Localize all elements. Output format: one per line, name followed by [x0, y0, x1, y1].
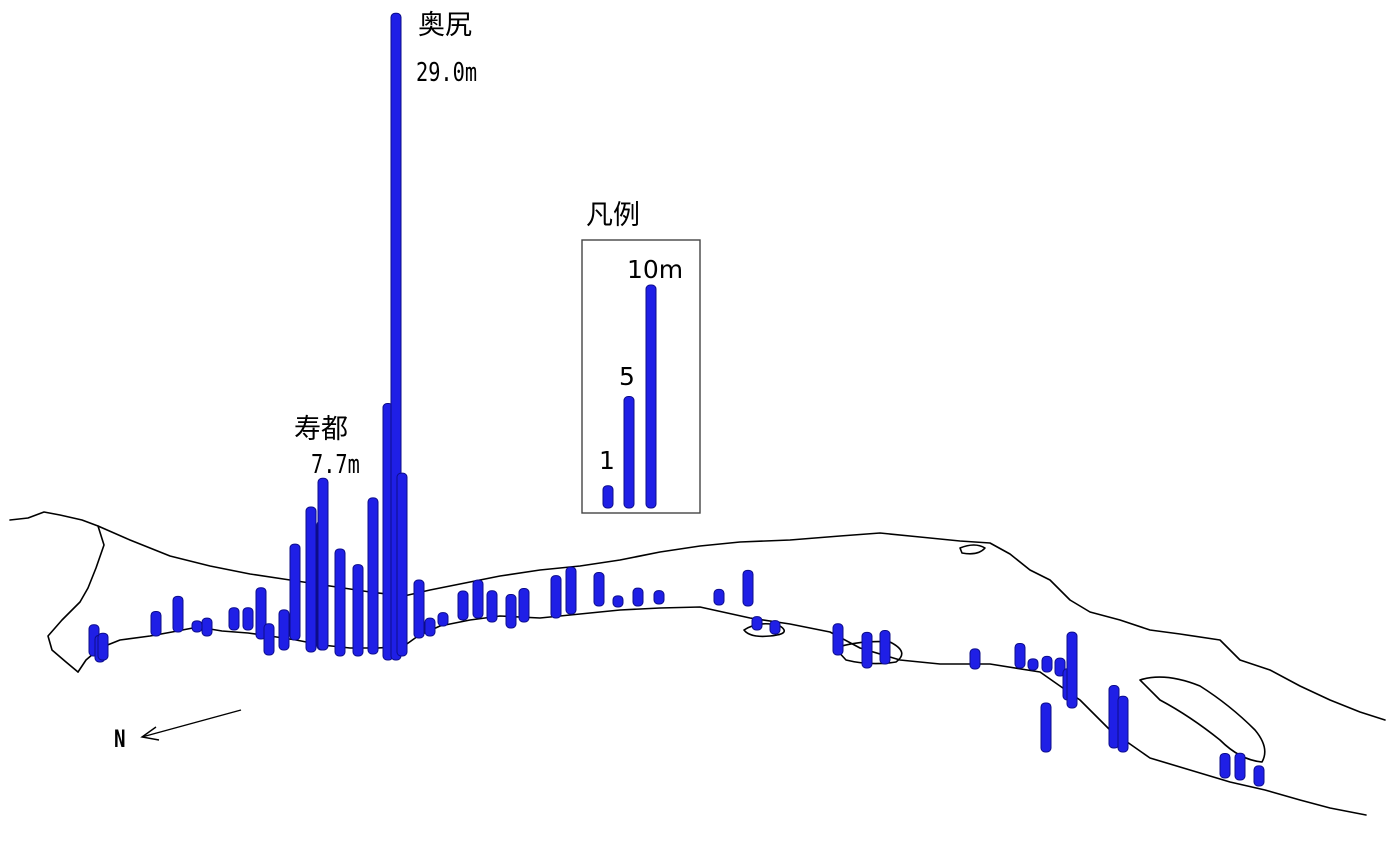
callout-okushiri-name: 奥尻: [418, 10, 472, 41]
tsunami-bar: [1253, 765, 1265, 787]
tsunami-bar: [1219, 752, 1231, 779]
tsunami-bar: [201, 617, 213, 637]
tsunami-bar: [565, 566, 577, 615]
tsunami-bar: [255, 587, 267, 640]
tsunami-bar: [832, 623, 844, 656]
tsunami-bar: [1066, 631, 1078, 709]
tsunami-bar: [1054, 657, 1066, 677]
callout-suttsu-name: 寿都: [294, 414, 348, 445]
tsunami-bar: [612, 595, 624, 608]
tsunami-bar: [317, 477, 329, 651]
tsunami-bar: [550, 575, 562, 619]
tsunami-bar: [518, 588, 530, 623]
tsunami-bar: [1117, 695, 1129, 753]
tsunami-bar: [742, 569, 754, 607]
tsunami-bar: [413, 579, 425, 639]
tsunami-bar: [334, 548, 346, 657]
tsunami-bar: [653, 590, 665, 605]
tsunami-bar: [305, 506, 317, 653]
tsunami-bar: [593, 572, 605, 607]
tsunami-bar: [228, 607, 240, 631]
legend-title: 凡例: [586, 200, 640, 231]
tsunami-bar: [472, 579, 484, 619]
tsunami-bar: [1040, 702, 1052, 753]
legend-label-1: 1: [599, 446, 615, 475]
tsunami-bar: [632, 587, 644, 607]
tsunami-bar: [396, 472, 408, 657]
legend-label-10m: 10m: [627, 255, 684, 284]
tsunami-bar: [861, 631, 873, 669]
tsunami-bar: [437, 612, 449, 627]
north-arrow-label: N: [114, 725, 126, 753]
tsunami-bar: [486, 590, 498, 623]
north-arrow-head: [140, 726, 160, 741]
tsunami-bar: [424, 617, 436, 637]
tsunami-bar: [713, 588, 725, 606]
north-arrow-line: [141, 709, 242, 738]
coastline-west: [9, 511, 105, 673]
tsunami-bar: [969, 648, 981, 670]
legend-bars: [602, 284, 657, 509]
legend-box: [581, 239, 701, 514]
tsunami-bar: [278, 609, 290, 651]
tsunami-bar: [879, 630, 891, 665]
tsunami-bar: [97, 632, 109, 661]
legend-bar: [623, 396, 635, 509]
tsunami-bar: [191, 620, 203, 633]
coastline: [9, 511, 1386, 816]
tsunami-bar: [505, 594, 517, 629]
tsunami-bar: [150, 610, 162, 637]
legend-bar: [602, 485, 614, 509]
tsunami-bar: [1014, 642, 1026, 669]
tsunami-bar: [242, 607, 254, 631]
tsunami-bar: [769, 620, 781, 635]
tsunami-bar: [263, 623, 275, 656]
tsunami-bar: [1234, 752, 1246, 781]
bars-layer: [88, 12, 1265, 787]
tsunami-bar: [352, 564, 364, 657]
tsunami-bar: [457, 590, 469, 621]
tsunami-bar: [1041, 655, 1053, 673]
callout-okushiri-value: 29.0m: [416, 58, 478, 88]
coastline-islet: [1139, 676, 1266, 763]
legend-bar: [645, 284, 657, 509]
tsunami-bar: [1027, 658, 1039, 671]
tsunami-bar: [751, 616, 763, 631]
legend-label-5: 5: [619, 362, 635, 391]
callout-suttsu-value: 7.7m: [311, 450, 360, 480]
tsunami-bar: [367, 497, 379, 655]
tsunami-bar: [172, 595, 184, 633]
tsunami-bar: [289, 543, 301, 641]
coastline-islet: [959, 544, 986, 555]
